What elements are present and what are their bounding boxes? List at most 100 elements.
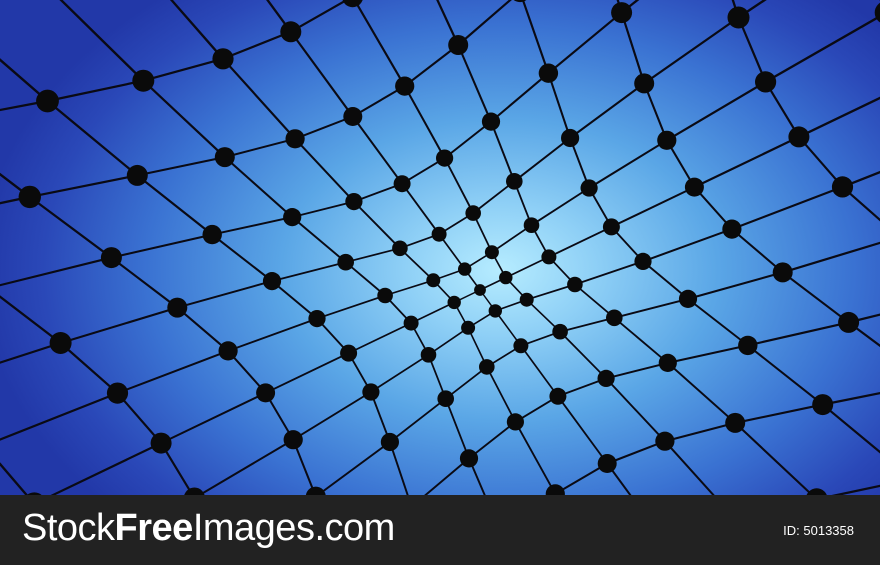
mesh-link [457, 0, 512, 46]
brand-suffix: Images.com [192, 507, 395, 549]
mesh-link [294, 138, 355, 203]
mesh-link [468, 421, 516, 460]
mesh-node [126, 164, 148, 186]
mesh-link [404, 44, 459, 87]
mesh-link [520, 345, 559, 397]
mesh-node [256, 383, 276, 403]
mesh-link [486, 366, 517, 423]
mesh-link [822, 391, 880, 406]
mesh-link [588, 139, 668, 189]
mesh-link [530, 187, 590, 226]
mesh-node [831, 176, 854, 198]
mesh-node [395, 76, 415, 96]
mesh-link [667, 344, 749, 364]
mesh-link [177, 280, 273, 309]
mesh-node [552, 323, 568, 340]
mesh-node [436, 149, 454, 167]
mesh-node [484, 245, 499, 260]
mesh-link [59, 0, 145, 82]
mesh-link [211, 233, 273, 282]
mesh-link [403, 85, 446, 159]
mesh-node [167, 297, 188, 318]
mesh-node [597, 454, 617, 473]
mesh-node [342, 0, 363, 8]
mesh-link [468, 458, 486, 495]
mesh-link [290, 0, 349, 33]
mesh-link [222, 30, 292, 60]
mesh-node [420, 347, 437, 363]
mesh-link [737, 17, 767, 83]
mesh-node [678, 289, 698, 308]
mesh-link [547, 72, 572, 139]
mesh-link [490, 72, 550, 123]
mesh-node [431, 226, 447, 242]
mesh-node [132, 69, 155, 92]
mesh-node [26, 492, 42, 495]
mesh-link [569, 82, 645, 139]
mesh-node [561, 128, 580, 148]
mesh-link [316, 294, 386, 320]
mesh-node [541, 249, 557, 265]
mesh-link [664, 440, 715, 495]
mesh-link [0, 341, 61, 364]
mesh-node [308, 310, 326, 328]
mesh-link [734, 422, 814, 495]
mesh-node [611, 2, 633, 24]
mesh-node [426, 273, 441, 288]
mesh-node [513, 0, 527, 3]
mesh-link [348, 322, 412, 354]
mesh-node [459, 449, 479, 468]
mesh-link [47, 79, 144, 103]
mesh-node [606, 309, 623, 327]
mesh-link [666, 80, 767, 142]
mesh-link [110, 256, 178, 309]
mesh-link [59, 342, 119, 394]
mesh-link [384, 279, 434, 297]
mesh-link [316, 441, 391, 495]
mesh-node [202, 224, 222, 245]
mesh-link [29, 195, 113, 259]
mesh-node [437, 390, 455, 408]
mesh-node [634, 252, 652, 270]
mesh-link [798, 136, 844, 188]
mesh-link [782, 271, 850, 324]
mesh-node [806, 488, 827, 495]
mesh-link [352, 85, 406, 118]
mesh-node [549, 387, 567, 405]
mesh-node [812, 394, 834, 416]
mesh-link [116, 392, 162, 444]
mesh-link [292, 391, 372, 441]
mesh-link [457, 44, 492, 123]
mesh-link [842, 170, 880, 188]
mesh-node [567, 276, 583, 293]
mesh-link [0, 99, 48, 112]
mesh-node [305, 486, 326, 495]
mesh-link [687, 298, 749, 347]
mesh-link [291, 200, 355, 219]
mesh-node [212, 48, 234, 70]
mesh-node [657, 130, 677, 150]
mesh-link [443, 157, 475, 214]
mesh-node [392, 240, 408, 257]
mesh-link [664, 421, 736, 443]
mesh-link [734, 403, 823, 424]
mesh-node [49, 332, 72, 354]
mesh-node [580, 179, 598, 197]
mesh-link [50, 442, 162, 495]
image-id: ID: 5013358 [783, 523, 854, 538]
mesh-node [722, 219, 742, 239]
mesh-node [481, 112, 501, 131]
mesh-link [160, 391, 267, 445]
brand-bold: Free [114, 507, 194, 549]
mesh-link [0, 295, 62, 344]
mesh-link [521, 0, 550, 74]
mesh-link [370, 354, 429, 393]
watermark-bar: StockFreeImages.com ID: 5013358 [0, 495, 880, 565]
mesh-link [353, 200, 401, 249]
mesh-link [289, 31, 354, 118]
mesh-link [765, 14, 880, 83]
mesh-link [574, 283, 615, 319]
mesh-link [445, 366, 488, 400]
mesh-link [29, 174, 138, 198]
